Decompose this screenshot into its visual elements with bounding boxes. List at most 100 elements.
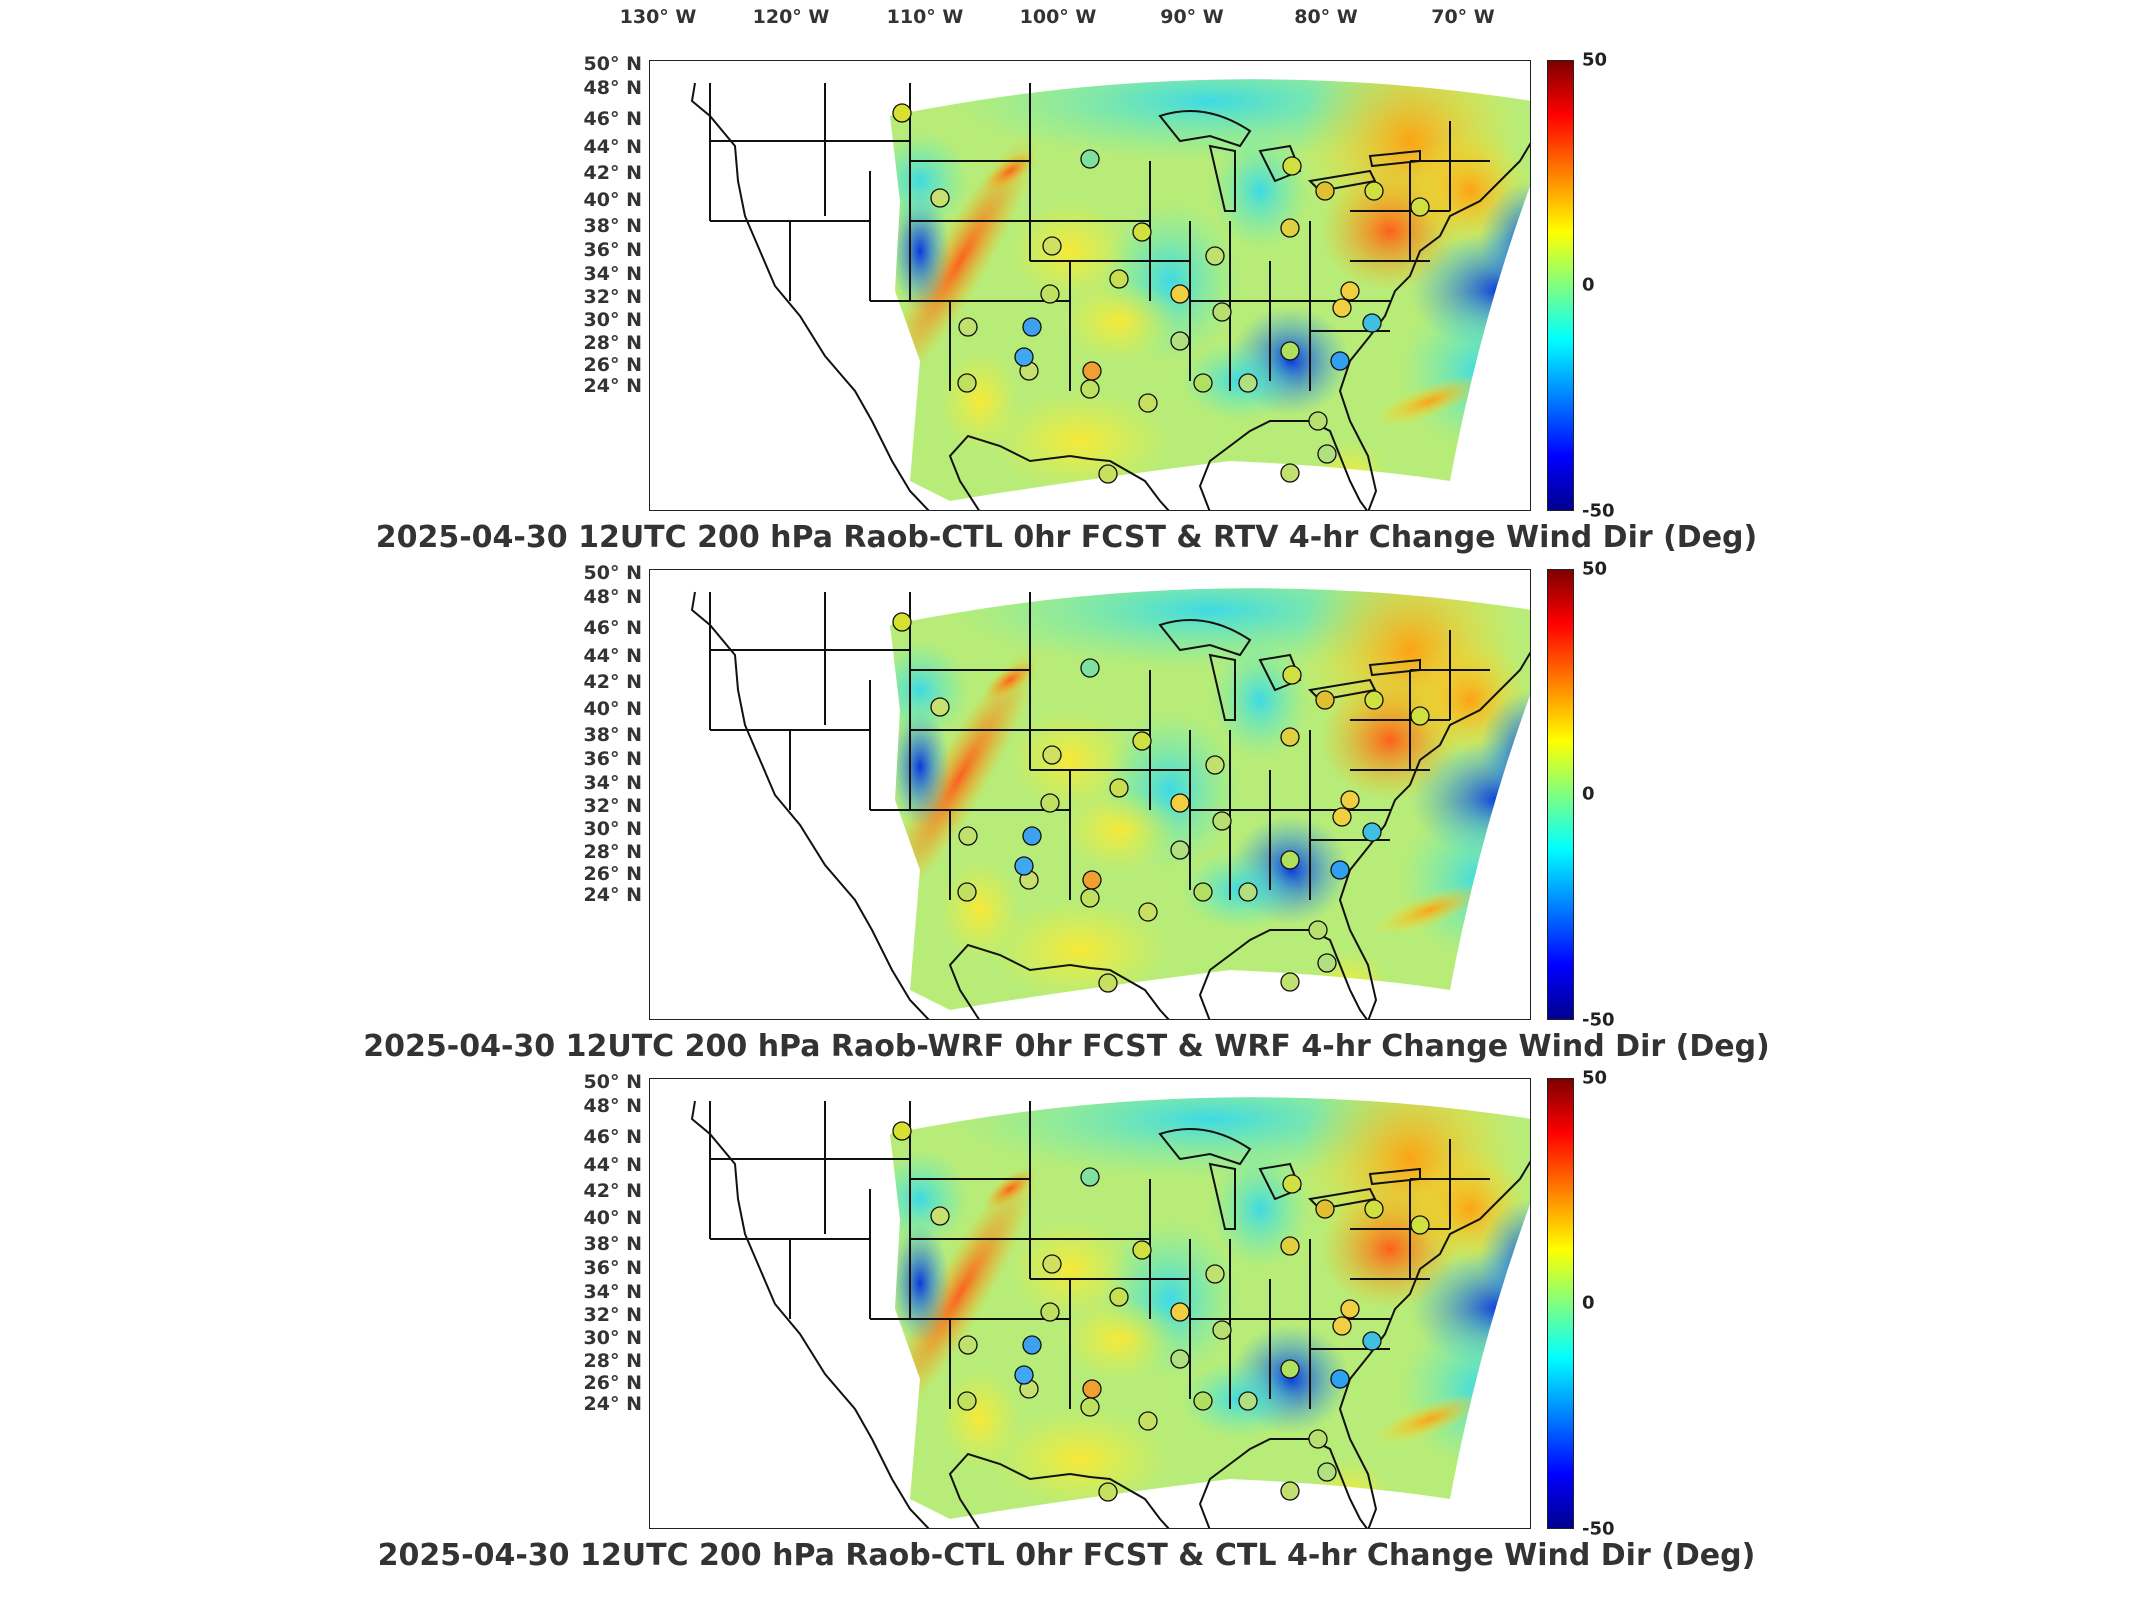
raob-station-marker: [1332, 1316, 1352, 1336]
raob-station-marker: [1170, 331, 1190, 351]
lat-label: 40° N: [583, 1206, 642, 1229]
lat-label: 24° N: [583, 884, 642, 907]
panel-title: 2025-04-30 12UTC 200 hPa Raob-CTL 0hr FC…: [375, 520, 1758, 555]
lat-label: 50° N: [583, 53, 642, 75]
raob-station-marker: [1109, 269, 1129, 289]
raob-station-marker: [1280, 218, 1300, 238]
colorbar-tick-label: 0: [1582, 783, 1595, 805]
raob-station-marker: [1308, 411, 1328, 431]
raob-station-marker: [1014, 347, 1034, 367]
panel-title: 2025-04-30 12UTC 200 hPa Raob-WRF 0hr FC…: [363, 1029, 1770, 1064]
coastline-and-borders: [690, 591, 1530, 1019]
map-area: [649, 1078, 1531, 1529]
raob-station-marker: [1340, 790, 1360, 810]
raob-station-marker: [1282, 1174, 1302, 1194]
raob-station-marker: [1170, 793, 1190, 813]
colorbar: [1547, 60, 1574, 511]
colorbar-tick-label: 50: [1582, 49, 1608, 71]
raob-station-marker: [1132, 731, 1152, 751]
lat-label: 44° N: [583, 1154, 642, 1177]
raob-station-marker: [1317, 1462, 1337, 1482]
raob-station-marker: [958, 826, 978, 846]
raob-station-marker: [1282, 665, 1302, 685]
lon-label: 110° W: [886, 6, 964, 28]
raob-stations: [892, 612, 1430, 993]
colorbar-tick-label: -50: [1582, 1009, 1615, 1031]
raob-station-marker: [1042, 1254, 1062, 1274]
raob-station-marker: [958, 317, 978, 337]
raob-station-marker: [957, 882, 977, 902]
raob-station-marker: [1332, 807, 1352, 827]
raob-station-marker: [1362, 822, 1382, 842]
raob-station-marker: [1308, 920, 1328, 940]
coastline: [690, 591, 1530, 1019]
raob-station-marker: [1040, 793, 1060, 813]
colorbar-tick-label: 0: [1582, 1292, 1595, 1314]
coastline: [690, 1100, 1530, 1528]
great-lake-outline: [1158, 619, 1252, 657]
raob-station-marker: [1280, 1359, 1300, 1379]
lat-label: 28° N: [583, 840, 642, 863]
raob-station-marker: [1082, 1379, 1102, 1399]
colorbar: [1547, 569, 1574, 1020]
colorbar-tick-label: -50: [1582, 500, 1615, 522]
raob-station-marker: [930, 697, 950, 717]
lat-label: 26° N: [583, 1372, 642, 1395]
raob-station-marker: [1040, 1302, 1060, 1322]
lat-label: 24° N: [583, 375, 642, 398]
raob-station-marker: [1317, 953, 1337, 973]
great-lake-outline: [1158, 1128, 1252, 1166]
raob-station-marker: [1098, 973, 1118, 993]
lat-label: 48° N: [583, 1094, 642, 1117]
great-lake-outline: [1368, 658, 1421, 677]
raob-station-marker: [1315, 690, 1335, 710]
lat-label: 36° N: [583, 748, 642, 771]
panel-title: 2025-04-30 12UTC 200 hPa Raob-CTL 0hr FC…: [377, 1538, 1756, 1573]
lat-label: 46° N: [583, 107, 642, 130]
raob-station-marker: [1080, 1167, 1100, 1187]
lat-label: 36° N: [583, 1257, 642, 1280]
lat-label: 40° N: [583, 697, 642, 720]
lat-label: 36° N: [583, 239, 642, 262]
raob-station-marker: [1170, 840, 1190, 860]
raob-station-marker: [1022, 826, 1042, 846]
raob-station-marker: [930, 188, 950, 208]
lon-label: 100° W: [1019, 6, 1097, 28]
raob-station-marker: [1410, 1215, 1430, 1235]
lat-label: 38° N: [583, 723, 642, 746]
raob-station-marker: [1238, 373, 1258, 393]
great-lake-outline: [1368, 1167, 1421, 1186]
lat-label: 28° N: [583, 331, 642, 354]
raob-station-marker: [892, 612, 912, 632]
coastline: [690, 82, 1530, 510]
raob-station-marker: [1280, 1481, 1300, 1501]
lat-label: 40° N: [583, 188, 642, 211]
raob-station-marker: [1340, 1299, 1360, 1319]
raob-station-marker: [1014, 856, 1034, 876]
raob-station-marker: [1410, 197, 1430, 217]
raob-station-marker: [1315, 181, 1335, 201]
raob-station-marker: [1022, 1335, 1042, 1355]
lat-label: 46° N: [583, 616, 642, 639]
raob-station-marker: [1280, 341, 1300, 361]
raob-station-marker: [1410, 706, 1430, 726]
lat-label: 30° N: [583, 1327, 642, 1350]
raob-station-marker: [1082, 870, 1102, 890]
raob-station-marker: [1080, 379, 1100, 399]
lat-label: 50° N: [583, 1071, 642, 1093]
raob-station-marker: [892, 103, 912, 123]
lat-label: 24° N: [583, 1393, 642, 1416]
lat-label: 42° N: [583, 670, 642, 693]
great-lake-outline: [1208, 144, 1236, 212]
raob-station-marker: [1332, 298, 1352, 318]
lat-label: 44° N: [583, 136, 642, 159]
raob-station-marker: [1082, 361, 1102, 381]
raob-station-marker: [1317, 444, 1337, 464]
colorbar-tick-label: -50: [1582, 1518, 1615, 1540]
raob-station-marker: [1280, 1236, 1300, 1256]
great-lake-outline: [1208, 1162, 1236, 1230]
lat-label: 30° N: [583, 818, 642, 841]
great-lake-outline: [1368, 149, 1421, 168]
lat-label: 26° N: [583, 354, 642, 377]
lon-label: 130° W: [619, 6, 697, 28]
